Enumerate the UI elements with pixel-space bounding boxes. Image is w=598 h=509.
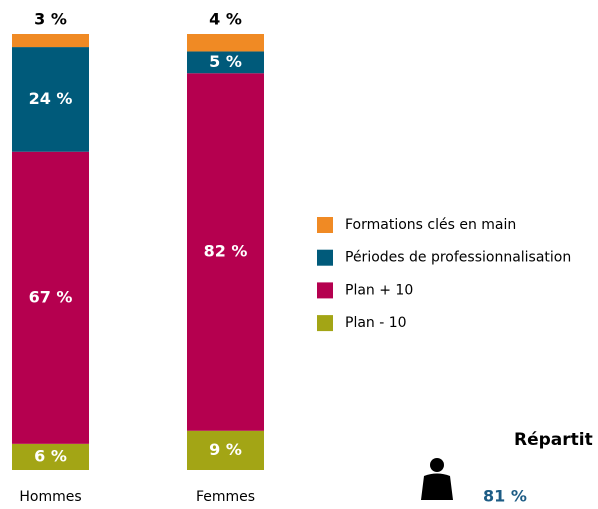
bar-segment xyxy=(187,73,264,431)
legend-label: Plan + 10 xyxy=(345,282,413,298)
bar-segment xyxy=(187,430,264,470)
legend-swatch xyxy=(317,249,333,266)
legend-swatch xyxy=(317,315,333,332)
annotation-title: Répartit xyxy=(514,430,593,450)
legend-swatch xyxy=(317,282,333,299)
data-label: 82 % xyxy=(204,242,248,261)
bar-segment xyxy=(187,34,264,52)
data-label: 4 % xyxy=(209,10,242,29)
bar-segment xyxy=(187,51,264,74)
data-label: 24 % xyxy=(29,89,73,108)
legend-label: Périodes de professionnalisation xyxy=(345,250,571,266)
data-label: 67 % xyxy=(29,287,73,306)
legend-label: Formations clés en main xyxy=(345,217,516,233)
legend-swatch xyxy=(317,217,333,233)
legend-label: Plan - 10 xyxy=(345,315,407,331)
person-icon xyxy=(421,458,453,500)
x-tick-label: Hommes xyxy=(19,489,81,505)
bar-segment xyxy=(12,151,89,444)
bar-segment xyxy=(12,443,89,470)
data-label: 9 % xyxy=(209,440,242,459)
data-label: 3 % xyxy=(34,10,67,29)
bar-segment xyxy=(12,34,89,48)
annotation-value: 81 % xyxy=(483,487,527,506)
data-label: 6 % xyxy=(34,446,67,465)
data-label: 5 % xyxy=(209,52,242,71)
bar-segment xyxy=(12,47,89,152)
x-tick-label: Femmes xyxy=(196,489,255,505)
